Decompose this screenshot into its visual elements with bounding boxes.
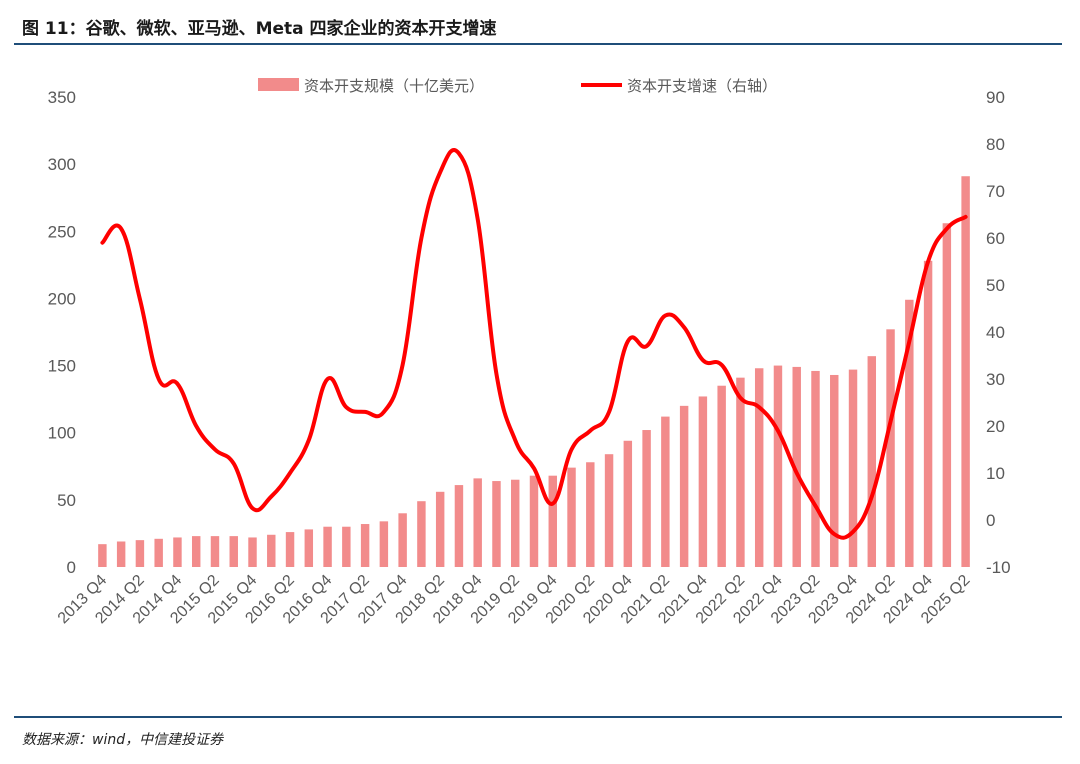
figure-title: 图 11：谷歌、微软、亚马逊、Meta 四家企业的资本开支增速	[22, 19, 497, 39]
capex-bar	[623, 440, 633, 567]
left-tick-label: 0	[67, 558, 76, 577]
footer-rule	[14, 716, 1062, 718]
capex-bar	[942, 223, 952, 567]
right-tick-label: 60	[986, 229, 1005, 248]
capex-bar	[511, 479, 520, 567]
left-tick-label: 350	[48, 88, 76, 107]
capex-bar	[961, 176, 970, 567]
left-tick-label: 300	[48, 155, 76, 174]
right-tick-label: 40	[986, 323, 1005, 342]
right-tick-label: 50	[986, 276, 1005, 295]
capex-bar	[360, 524, 370, 567]
capex-bar	[773, 365, 783, 567]
right-tick-label: 10	[986, 464, 1005, 483]
capex-growth-line	[100, 147, 968, 540]
capex-bar	[529, 475, 539, 567]
right-tick-label: -10	[986, 558, 1011, 577]
right-tick-label: 70	[986, 182, 1005, 201]
capex-bar	[304, 529, 314, 567]
capex-bar	[285, 532, 295, 567]
capex-bar	[210, 536, 220, 567]
capex-bar	[754, 368, 764, 567]
right-axis: -10 0 10 20 30 40 50 60 70 80 90	[986, 88, 1011, 577]
capex-bar	[905, 299, 914, 567]
capex-bar	[98, 544, 107, 567]
capex-bar	[379, 521, 389, 567]
legend-label-line: 资本开支增速（右轴）	[627, 77, 777, 95]
left-tick-label: 100	[48, 424, 76, 443]
right-tick-label: 0	[986, 511, 995, 530]
capex-bar	[323, 526, 332, 567]
source-note: 数据来源：wind，中信建投证券	[22, 732, 224, 748]
left-tick-label: 50	[57, 491, 76, 510]
right-tick-label: 80	[986, 135, 1005, 154]
capex-bar	[586, 462, 595, 567]
capex-bar	[811, 370, 820, 567]
capex-bar	[116, 541, 126, 567]
capex-bar	[154, 538, 163, 567]
capex-bar	[135, 540, 145, 567]
capex-bar	[867, 356, 877, 567]
capex-bar	[454, 485, 464, 567]
line-series	[100, 147, 968, 540]
left-tick-label: 250	[48, 222, 76, 241]
capex-bar	[342, 526, 351, 567]
capex-bar	[923, 260, 933, 567]
capex-bar	[736, 377, 745, 567]
left-tick-label: 200	[48, 289, 76, 308]
capex-bar	[698, 396, 708, 567]
right-tick-label: 90	[986, 88, 1005, 107]
capex-bar	[267, 534, 276, 567]
legend: 资本开支规模（十亿美元） 资本开支增速（右轴）	[258, 77, 777, 95]
title-rule	[14, 43, 1062, 45]
capex-bar	[717, 385, 726, 567]
capex-bar	[435, 491, 445, 567]
capex-bar	[679, 405, 689, 567]
capex-bar	[229, 536, 238, 567]
capex-bar	[886, 329, 895, 567]
capex-bar	[492, 481, 501, 567]
legend-swatch-bar	[258, 78, 299, 91]
left-tick-label: 150	[48, 357, 76, 376]
capex-bar	[417, 501, 426, 567]
capex-bar	[567, 467, 576, 567]
capex-bar	[473, 478, 482, 567]
capex-bar	[642, 430, 651, 567]
capex-bar	[173, 537, 182, 567]
capex-bar	[792, 366, 801, 567]
capex-bar	[398, 513, 407, 567]
capex-bar	[191, 536, 201, 567]
legend-label-bar: 资本开支规模（十亿美元）	[304, 77, 484, 95]
right-tick-label: 20	[986, 417, 1005, 436]
capex-bar	[248, 537, 257, 567]
right-tick-label: 30	[986, 370, 1005, 389]
capex-bar	[848, 369, 858, 567]
capex-bar	[548, 475, 557, 567]
bar-series	[98, 176, 970, 567]
capex-bar	[604, 454, 614, 567]
capex-bar	[830, 374, 839, 567]
left-axis: 0 50 100 150 200 250 300 350	[48, 88, 76, 577]
capex-bar	[661, 416, 670, 567]
